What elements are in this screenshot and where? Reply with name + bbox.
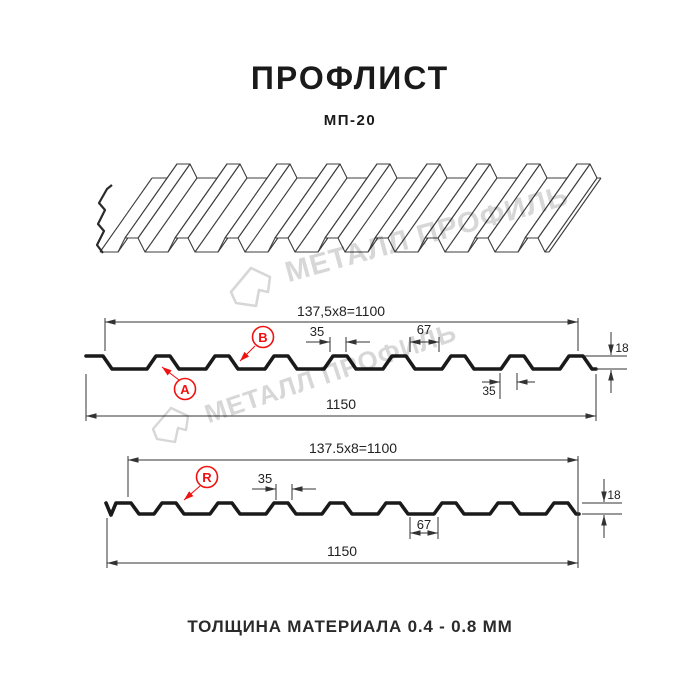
page-title: ПРОФЛИСТ <box>250 60 450 96</box>
callout-b: B <box>239 325 275 362</box>
metal-profil-logo-watermark <box>229 266 272 308</box>
callout-b-label: B <box>258 330 267 345</box>
dim-pitch-top: 137,5x8=1100 <box>104 303 579 351</box>
profile-3d-view <box>95 163 602 254</box>
dim-valley-top-value: 67 <box>417 322 431 337</box>
callout-r-label: R <box>202 470 212 485</box>
metal-profil-logo-watermark-2 <box>151 406 190 444</box>
dim-total-bottom-value: 1150 <box>327 543 357 559</box>
dim-crest-top-2: 35 <box>482 373 535 399</box>
dim-valley-bottom: 67 <box>409 517 439 539</box>
dim-pitch-bottom: 137.5x8=1100 <box>127 440 579 568</box>
dim-total-top: 1150 <box>85 374 597 421</box>
profile-outline-top <box>84 354 598 371</box>
model-code: МП-20 <box>323 112 377 129</box>
sheet-cut-edge <box>95 184 113 254</box>
dim-pitch-bottom-value: 137.5x8=1100 <box>309 440 397 456</box>
dim-height-bottom-value: 18 <box>607 488 621 502</box>
rib-top-faces <box>124 163 591 239</box>
dim-height-top: 18 <box>585 332 629 393</box>
material-thickness-note: ТОЛЩИНА МАТЕРИАЛА 0.4 - 0.8 ММ <box>187 617 513 636</box>
sheet-near-edge <box>100 237 549 253</box>
cross-section-top: 137,5x8=1100 35 67 <box>84 303 629 421</box>
dim-total-bottom: 1150 <box>106 518 578 568</box>
dim-pitch-top-value: 137,5x8=1100 <box>297 303 385 319</box>
dim-valley-top: 67 <box>409 322 440 352</box>
profile-outline-bottom <box>104 501 581 517</box>
dim-height-top-value: 18 <box>615 341 629 355</box>
dim-crest-top-2-value: 35 <box>482 384 496 398</box>
dim-height-bottom: 18 <box>582 479 622 538</box>
dim-valley-bottom-value: 67 <box>417 517 431 532</box>
dim-crest-top-value: 35 <box>310 324 324 339</box>
cross-section-bottom: 137.5x8=1100 35 67 <box>104 440 622 568</box>
dim-crest-bottom-value: 35 <box>258 471 272 486</box>
dim-crest-bottom: 35 <box>252 471 316 500</box>
callout-r: R <box>183 465 219 501</box>
dim-total-top-value: 1150 <box>326 396 356 412</box>
dim-crest-top: 35 <box>306 324 370 352</box>
callout-a-label: A <box>180 382 190 397</box>
callout-a: A <box>161 366 197 401</box>
